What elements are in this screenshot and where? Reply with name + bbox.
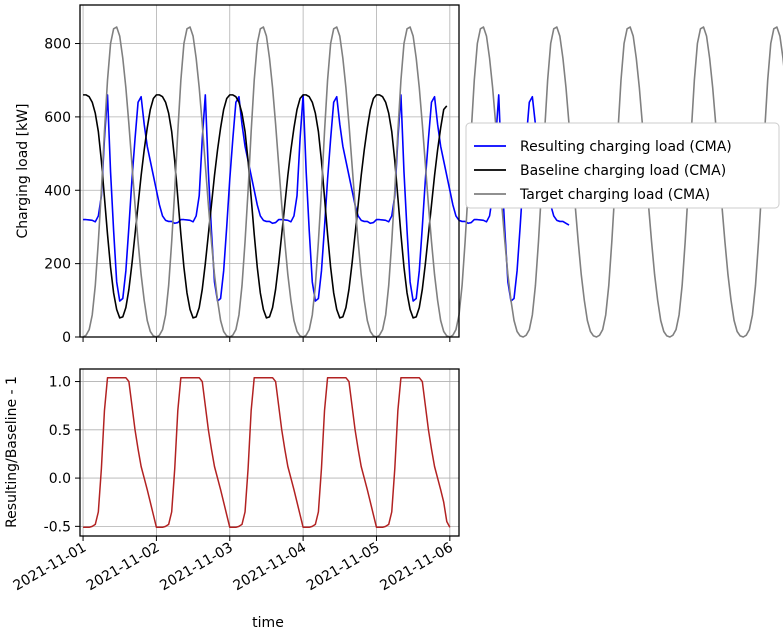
top-y-tick-label: 0 <box>62 330 71 346</box>
bottom-y-tick-label: 0.0 <box>49 471 71 487</box>
top-y-tick-label: 800 <box>44 37 71 53</box>
top-axes-frame <box>79 4 460 338</box>
top-y-tick-label: 600 <box>44 110 71 126</box>
top-y-axis-label: Charging load [kW] <box>15 104 31 239</box>
top-y-tick-label: 400 <box>44 183 71 199</box>
legend-label-target: Target charging load (CMA) <box>519 187 710 203</box>
bottom-y-axis: -0.5 0.0 0.5 1.0 <box>44 375 80 535</box>
bottom-gridlines <box>80 369 459 536</box>
top-gridlines <box>80 5 459 338</box>
top-series-line-target-charging-load-cma <box>82 26 783 338</box>
legend: Resulting charging load (CMA) Baseline c… <box>465 122 780 209</box>
legend-label-baseline: Baseline charging load (CMA) <box>520 163 726 179</box>
top-series-line-baseline-charging-load-cma <box>83 94 448 319</box>
top-x-ticks <box>82 337 451 342</box>
top-y-tick-label: 200 <box>44 257 71 273</box>
bottom-y-tick-label: -0.5 <box>44 519 71 535</box>
top-y-axis: 0 200 400 600 800 <box>44 37 80 346</box>
bottom-y-tick-label: 0.5 <box>49 423 71 439</box>
top-series-line-resulting-charging-load-cma <box>83 94 570 302</box>
bottom-y-tick-label: 1.0 <box>49 375 71 391</box>
bottom-y-axis-label: Resulting/Baseline - 1 <box>4 376 20 528</box>
bottom-axes-frame <box>79 368 460 537</box>
top-series-lines <box>82 26 783 338</box>
bottom-series-line-ratio <box>83 376 451 529</box>
bottom-x-axis-label: time <box>252 615 284 631</box>
legend-label-resulting: Resulting charging load (CMA) <box>520 139 732 155</box>
legend-frame <box>465 122 780 209</box>
bottom-series-lines <box>83 376 451 529</box>
